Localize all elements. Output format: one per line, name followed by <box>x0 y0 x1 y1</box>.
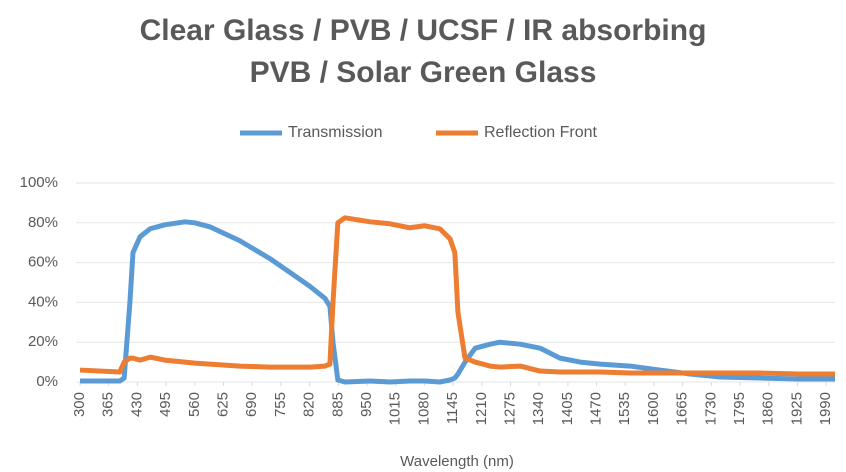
x-tick-label: 495 <box>157 392 174 417</box>
y-tick-label: 100% <box>20 174 58 191</box>
legend-label: Transmission <box>288 124 383 141</box>
x-tick-label: 1015 <box>387 392 404 425</box>
y-tick-label: 60% <box>28 254 58 271</box>
x-tick-label: 300 <box>71 392 88 417</box>
x-tick-label: 625 <box>214 392 231 417</box>
x-tick-label: 1080 <box>415 392 432 425</box>
x-tick-label: 1145 <box>444 392 461 424</box>
x-tick-label: 1405 <box>559 392 576 425</box>
series-line <box>79 215 835 377</box>
y-tick-label: 80% <box>28 214 58 231</box>
x-tick-label: 1470 <box>588 392 605 425</box>
chart-title: Clear Glass / PVB / UCSF / IR absorbing <box>140 14 707 47</box>
series-line <box>80 219 835 385</box>
y-tick-label: 20% <box>28 333 58 350</box>
x-axis-label: Wavelength (nm) <box>400 453 514 470</box>
legend-label: Reflection Front <box>484 124 597 141</box>
x-tick-label: 1925 <box>788 392 805 425</box>
chart-title: PVB / Solar Green Glass <box>250 56 597 89</box>
x-tick-label: 1730 <box>702 392 719 425</box>
x-tick-label: 1600 <box>645 392 662 425</box>
y-tick-label: 40% <box>28 293 58 310</box>
x-tick-label: 1535 <box>616 392 633 425</box>
x-tick-label: 690 <box>243 392 260 417</box>
x-tick-label: 365 <box>100 392 117 417</box>
x-tick-label: 1340 <box>530 392 547 425</box>
x-tick-label: 885 <box>329 392 346 417</box>
x-tick-label: 1275 <box>501 392 518 425</box>
x-tick-label: 755 <box>272 392 289 417</box>
x-tick-label: 1860 <box>760 392 777 425</box>
y-tick-label: 0% <box>36 373 58 390</box>
x-tick-label: 820 <box>301 392 318 417</box>
x-tick-label: 560 <box>186 392 203 417</box>
x-tick-label: 950 <box>358 392 375 417</box>
x-tick-label: 430 <box>128 392 145 417</box>
x-tick-label: 1210 <box>473 392 490 425</box>
x-tick-label: 1990 <box>817 392 834 425</box>
x-tick-label: 1665 <box>674 392 691 425</box>
x-tick-label: 1795 <box>731 392 748 425</box>
